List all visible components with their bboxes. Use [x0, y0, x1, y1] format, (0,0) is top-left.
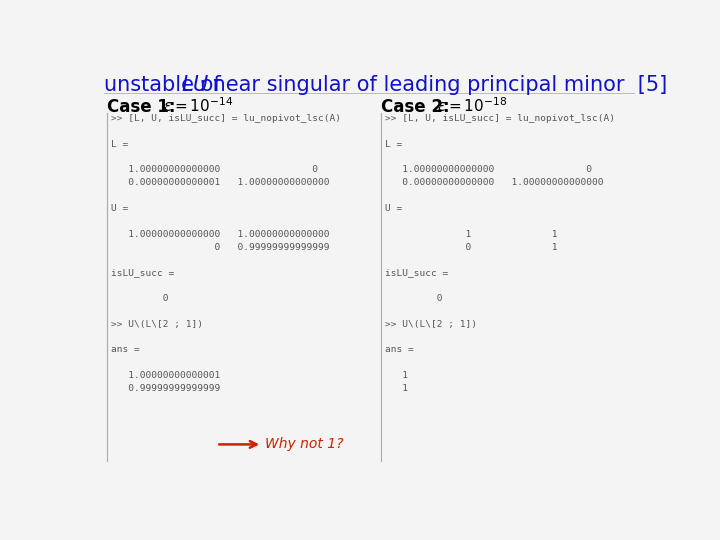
Text: $\varepsilon = 10^{-18}$: $\varepsilon = 10^{-18}$	[437, 96, 508, 115]
Text: unstable of: unstable of	[104, 75, 228, 95]
Text: Case 2:: Case 2:	[382, 98, 456, 116]
Text: $LU$: $LU$	[181, 75, 210, 95]
Text: : near singular of leading principal minor  [5]: : near singular of leading principal min…	[199, 75, 667, 95]
Text: Why not 1?: Why not 1?	[265, 437, 343, 451]
Text: Case 1:: Case 1:	[107, 98, 181, 116]
Text: >> [L, U, isLU_succ] = lu_nopivot_lsc(A)

L =

   1.00000000000000              : >> [L, U, isLU_succ] = lu_nopivot_lsc(A)…	[385, 114, 616, 393]
Text: $\varepsilon = 10^{-14}$: $\varepsilon = 10^{-14}$	[163, 96, 233, 115]
Text: >> [L, U, isLU_succ] = lu_nopivot_lsc(A)

L =

   1.00000000000000              : >> [L, U, isLU_succ] = lu_nopivot_lsc(A)…	[111, 114, 341, 393]
